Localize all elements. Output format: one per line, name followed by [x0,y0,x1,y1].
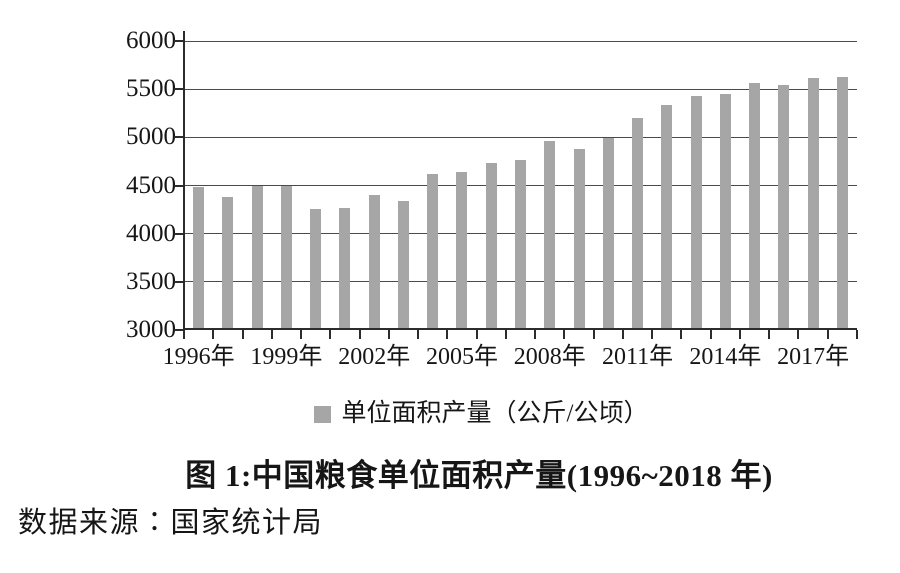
bar-2018 [836,77,848,330]
bar-2010 [602,137,614,330]
bar-2007 [515,160,526,330]
y-tick-label-4000: 4000 [126,219,176,247]
x-tick-1 [212,330,215,339]
y-tick-4500 [174,184,184,187]
y-tick-label-3500: 3500 [126,267,176,295]
y-tick-label-5500: 5500 [126,75,176,103]
x-tick-3 [270,330,273,339]
source-note: 数据来源∶国家统计局 [18,507,324,539]
y-tick-label-6000: 6000 [126,27,176,54]
x-tick-label-2011: 2011年 [601,344,674,370]
x-tick-2 [241,330,244,339]
x-tick-label-2014: 2014年 [689,344,762,370]
x-tick-16 [651,330,654,339]
x-tick-label-2017: 2017年 [777,344,850,370]
y-axis-line [183,31,185,330]
y-tick-6000 [174,40,184,42]
gridline-5000 [184,136,857,138]
x-tick-13 [563,330,566,339]
chart-title: 图 1:中国粮食单位面积产量(1996~2018 年) [185,458,773,493]
x-tick-4 [300,330,303,339]
bar-1996 [193,187,205,330]
x-tick-label-1996: 1996年 [162,344,235,370]
y-tick-label-4500: 4500 [126,171,176,199]
bar-2015 [749,83,761,330]
x-tick-11 [504,330,507,339]
x-tick-label-2008: 2008年 [513,344,586,370]
y-tick-label-5000: 5000 [126,123,176,151]
bar-2006 [485,163,497,330]
bar-1997 [222,197,234,330]
gridline-6000 [184,40,857,42]
y-tick-4000 [174,232,184,235]
bar-1999 [280,185,292,330]
bar-2014 [719,93,731,330]
gridline-5500 [184,88,857,90]
x-tick-18 [709,330,712,339]
x-tick-label-2005: 2005年 [425,344,498,370]
x-tick-12 [534,330,537,339]
legend-swatch-icon [313,405,331,423]
x-tick-23 [856,330,858,339]
legend: 单位面积产量（公斤/公顷） [60,400,900,428]
x-tick-6 [358,330,361,339]
bar-2002 [368,195,380,330]
bar-2016 [778,85,790,330]
legend-label: 单位面积产量（公斤/公顷） [341,400,649,427]
bar-2011 [632,117,644,330]
bar-2003 [397,201,409,330]
bar-2012 [661,105,673,330]
x-tick-14 [592,330,595,339]
bar-2004 [427,173,439,330]
y-tick-5000 [174,136,184,139]
y-tick-3000 [174,329,184,331]
x-tick-label-2002: 2002年 [338,344,411,370]
y-tick-3500 [174,280,184,283]
bar-2008 [544,141,556,330]
bar-2009 [573,148,585,330]
x-tick-15 [621,330,624,339]
bar-1998 [251,185,263,330]
x-tick-21 [797,330,800,339]
x-tick-8 [417,330,420,339]
y-tick-label-3000: 3000 [126,316,176,343]
x-tick-10 [475,330,478,339]
x-tick-19 [738,330,741,339]
x-tick-20 [768,330,771,339]
bar-2017 [807,78,819,330]
bar-2005 [456,172,468,330]
x-tick-label-1999: 1999年 [250,344,323,370]
x-tick-17 [680,330,683,339]
bar-2000 [310,208,322,330]
y-tick-5500 [174,88,184,91]
x-tick-0 [183,330,185,339]
x-tick-22 [826,330,829,339]
x-axis-line [183,328,857,330]
x-tick-9 [446,330,449,339]
x-tick-7 [387,330,390,339]
plot-area [174,31,858,339]
x-tick-5 [329,330,332,339]
bar-2013 [690,96,702,330]
bar-2001 [339,207,351,330]
